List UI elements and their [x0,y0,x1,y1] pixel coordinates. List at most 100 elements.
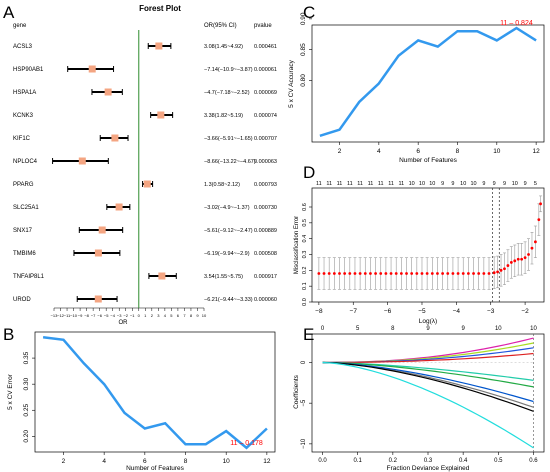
panel-d-y-tick-label: 0.0 [302,298,308,306]
panel-d-point [441,272,445,275]
forest-pvalue: 0.000508 [254,251,277,257]
forest-x-tick-label: 9 [196,313,199,318]
panel-d-point [358,272,362,275]
panel-d-lasso-cv: D Log(λ) Misclassification Error −8 −7 −6−… [294,163,545,325]
panel-e-top-tick-label: 9 [426,326,430,332]
panel-d-point [374,272,377,275]
panel-d-x-tick-label: −4 [453,308,461,315]
panel-c-x-label: Number of Features [399,157,458,164]
panel-d-point [492,271,496,275]
panel-e-x-tick-label: 0.1 [354,458,363,464]
forest-gene-label: ACSL3 [13,44,33,50]
panel-d-point [327,272,331,275]
panel-d-label: D [303,163,315,182]
panel-b-series-line [42,335,268,450]
panel-c-x-tick-label: 8 [456,148,460,155]
panel-b-y-tick-label: 0.35 [23,351,30,364]
forest-row: NPLOC4 −8.66(−13.22~−4.67)0.000063 [13,157,277,165]
panel-b-x-tick-label: 4 [102,458,106,465]
forest-x-tick-label: 4 [164,313,167,318]
forest-gene-label: KCNK3 [13,113,34,119]
panel-d-top-tick-label: 11 [316,181,322,187]
panel-c-label: C [303,3,315,22]
panel-b-ticks: 2 4 6 8 10 12 0.20 0.25 0.30 0.35 [23,351,271,465]
forest-pvalue: 0.000060 [254,297,277,303]
panel-d-ticks: −8 −7 −6 −5 −4 −3 −2 0.0 0.1 0.2 0.3 0.4 0.5 0.6 11 11 1… [302,181,537,315]
panel-c-x-tick-label: 2 [338,148,342,155]
panel-d-y-tick-label: 0.6 [302,203,308,211]
panel-d-top-tick-label: 9 [524,181,527,187]
forest-pvalue: 0.000707 [254,136,277,142]
forest-x-tick-label: 1 [144,313,147,318]
forest-x-tick-label: 3 [157,313,160,318]
panel-d-x-tick-label: −6 [384,308,392,315]
panel-d-point [317,272,321,275]
panel-d-point [343,272,347,275]
panel-d-point [436,272,439,275]
panel-b-cv-error: B Number of Features 5 x CV Error 2 4 6 8 10… [3,325,276,472]
forest-pvalue: 0.000917 [254,274,277,280]
forest-or-text: 3.08(1.45~4.92) [204,44,243,50]
panel-a-forest-plot: A Forest Plot gene OR(95% CI) pvalue OR … [3,3,277,326]
panel-e-series-line [322,361,534,412]
panel-e-top-tick-label: 10 [495,326,502,332]
panel-b-plot-frame [34,331,276,453]
panel-d-x-tick-label: −7 [350,308,358,315]
forest-x-tick-label: −7 [91,313,96,318]
panel-d-x-tick-label: −8 [315,308,323,315]
panel-d-point [520,257,524,261]
panel-d-top-tick-label: 10 [460,181,466,187]
panel-b-y-tick-label: 0.25 [23,404,30,417]
forest-row: KIF1C −3.66(−5.91~−1.65) 0.000707 [13,134,277,142]
panel-d-point [523,256,527,260]
panel-b-y-tick-label: 0.30 [23,377,30,390]
panel-d-y-tick-label: 0.3 [302,251,308,259]
panel-d-point [332,272,336,275]
panel-d-x-label: Log(λ) [419,318,437,325]
panel-d-point [461,272,465,275]
panel-e-top-tick-label: 8 [391,326,395,332]
forest-row: UROD −6.21(−9.44~−3.33) 0.000060 [13,295,277,303]
panel-c-x-tick-label: 6 [416,148,420,155]
panel-d-top-tick-label: 9 [441,181,444,187]
forest-pvalue: 0.000889 [254,228,277,234]
forest-estimate-box [155,42,163,50]
panel-c-y-tick-label: 0.90 [300,12,307,25]
forest-x-tick-label: −12 [57,313,65,318]
panel-e-series-line [322,352,534,364]
forest-x-tick-label: −4 [110,313,115,318]
forest-x-tick-label: −6 [97,313,102,318]
panel-b-label: B [3,325,14,344]
panel-e-y-tick-label: −10 [301,438,307,449]
panel-d-point [353,272,357,275]
panel-e-label: E [303,325,314,344]
panel-e-y-tick-label: −5 [301,399,307,407]
panel-d-point [472,272,475,275]
forest-pvalue: 0.000461 [254,44,277,50]
forest-gene-label: HSP90AB1 [13,67,44,73]
panel-d-point [527,253,530,256]
forest-x-tick-label: −5 [104,313,109,318]
forest-gene-label: TNFAIP8L1 [13,274,45,280]
panel-d-point [430,272,434,275]
panel-d-y-tick-label: 0.2 [302,267,308,275]
panel-d-point [420,272,424,275]
panel-d-top-tick-label: 10 [429,181,435,187]
panel-d-point [466,272,470,275]
panel-c-cv-accuracy: C Number of Features 5 x CV Accuracy 2 4 6… [288,3,545,164]
forest-x-axis-label: OR [119,320,129,326]
panel-c-y-label: 5 x CV Accuracy [288,59,295,107]
panel-d-point [369,272,372,275]
forest-gene-label: PPARG [13,182,34,188]
forest-header-or: OR(95% CI) [204,23,237,29]
forest-estimate-box [94,249,102,257]
panel-d-point [384,272,388,275]
forest-x-tick-label: 6 [177,313,180,318]
panel-d-point [487,272,491,275]
panel-c-y-tick-label: 0.85 [300,43,307,56]
panel-d-point [516,257,520,261]
forest-x-tick-label: 8 [190,313,193,318]
forest-row: TMBIM6 −6.19(−9.94~−2.9) 0.000508 [13,249,277,257]
forest-row: SNX17 −5.61(−9.12~−2.47) 0.000889 [13,226,277,234]
panel-d-marks [317,188,543,302]
